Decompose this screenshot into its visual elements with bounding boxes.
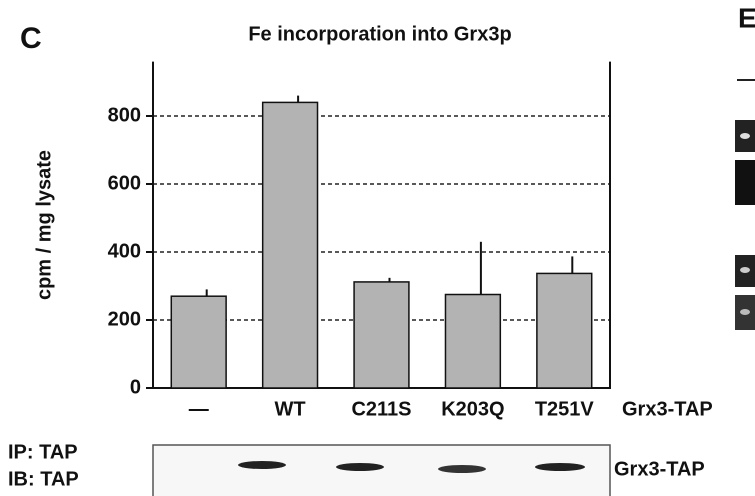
bar [354,282,409,388]
bar [537,273,592,388]
x-axis-label: Grx3-TAP [622,398,713,420]
bar [171,296,226,388]
bar [263,102,318,388]
figure: C E Fe incorporation into Grx3p cpm / mg… [0,0,755,496]
y-tick-label: 200 [108,308,141,330]
panel-label: C [20,22,42,55]
chart-title: Fe incorporation into Grx3p [248,23,511,45]
y-axis-label: cpm / mg lysate [33,150,55,300]
blot-label: IP: TAP [8,441,78,463]
y-tick-label: 400 [108,240,141,262]
bar [445,295,500,389]
x-tick-label: — [189,398,209,420]
x-tick-label: C211S [351,398,411,420]
x-tick-label: WT [275,398,306,420]
partial-panel [735,80,755,330]
y-tick-label: 0 [130,376,141,398]
blot-label: Grx3-TAP [614,458,705,480]
panel-label: E [738,2,755,33]
y-tick-label: 600 [108,172,141,194]
y-tick-label: 800 [108,104,141,126]
x-tick-label: K203Q [441,398,504,420]
blot-label: IB: TAP [8,468,79,490]
blot: IP: TAP IB: TAP Grx3-TAP [8,441,705,496]
x-tick-label: T251V [535,398,595,420]
